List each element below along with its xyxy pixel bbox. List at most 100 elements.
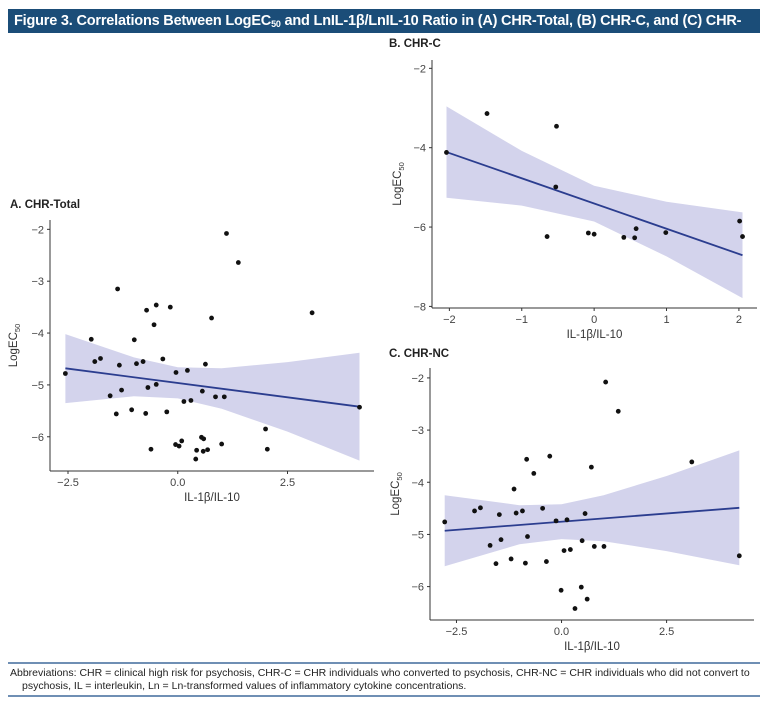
x-axis-label: IL-1β/IL-10 xyxy=(567,329,623,341)
y-axis-label-text: LogEC xyxy=(392,171,404,206)
data-point xyxy=(484,111,490,116)
x-tick-label: 2.5 xyxy=(659,626,674,638)
data-point xyxy=(119,387,124,393)
figure-title-text: Figure 3. Correlations Between LogEC xyxy=(14,13,272,29)
data-point xyxy=(107,393,113,399)
panel-b-title: B. CHR-C xyxy=(389,38,441,50)
data-point xyxy=(357,404,362,410)
x-tick-label: 0.0 xyxy=(170,477,185,489)
x-tick-label: −2 xyxy=(443,314,456,326)
data-point xyxy=(203,361,208,367)
data-point xyxy=(145,385,151,390)
figure-title: Figure 3. Correlations Between LogEC50 a… xyxy=(8,9,760,56)
footnote: Abbreviations: CHR = clinical high risk … xyxy=(10,667,755,693)
y-axis-label-subscript: 50 xyxy=(397,162,406,170)
data-point xyxy=(62,371,68,376)
data-point xyxy=(173,370,179,375)
y-tick-label: −8 xyxy=(413,301,426,313)
data-point xyxy=(129,407,135,413)
data-point xyxy=(478,505,483,511)
data-point xyxy=(553,184,559,190)
y-axis-label-subscript: 50 xyxy=(395,472,404,480)
data-point xyxy=(615,408,621,414)
data-point xyxy=(633,226,639,232)
data-point xyxy=(179,438,185,444)
data-point xyxy=(603,379,609,385)
data-point xyxy=(115,286,121,292)
data-point xyxy=(578,584,584,590)
data-point xyxy=(194,447,200,453)
data-point xyxy=(213,394,218,400)
data-point xyxy=(737,218,743,224)
data-point xyxy=(487,542,493,548)
footnote-bottom-rule xyxy=(8,695,760,697)
panel-c-title: C. CHR-NC xyxy=(389,348,450,360)
data-point xyxy=(740,234,745,239)
y-axis-label: LogEC50 xyxy=(392,162,406,206)
data-point xyxy=(579,538,585,544)
data-point xyxy=(205,447,211,453)
footnote-line-2: psychosis, IL = interleukin, Ln = Ln-tra… xyxy=(22,680,467,692)
data-point xyxy=(513,510,519,516)
data-point xyxy=(444,150,449,155)
data-point xyxy=(219,441,225,447)
data-point xyxy=(264,446,270,452)
data-point xyxy=(544,559,549,564)
y-tick-label: −4 xyxy=(31,328,44,340)
x-tick-label: 2.5 xyxy=(280,477,295,489)
x-tick-label: −2.5 xyxy=(446,626,468,638)
confidence-band xyxy=(446,106,743,299)
footnote-line-1: Abbreviations: CHR = clinical high risk … xyxy=(10,667,750,679)
regression-line xyxy=(444,506,740,532)
data-point xyxy=(472,508,477,514)
data-point xyxy=(584,596,590,602)
x-tick-label: 0.0 xyxy=(554,626,569,638)
data-point xyxy=(167,304,173,310)
data-point xyxy=(553,518,559,524)
x-axis-label: IL-1β/IL-10 xyxy=(564,641,620,653)
data-point xyxy=(153,302,159,308)
data-point xyxy=(185,367,190,373)
data-point xyxy=(309,310,315,316)
data-point xyxy=(193,456,199,462)
data-point xyxy=(188,398,194,403)
data-point xyxy=(601,544,607,549)
data-point xyxy=(493,561,499,567)
data-point xyxy=(164,409,170,415)
y-tick-label: −3 xyxy=(31,276,44,288)
data-point xyxy=(200,448,206,454)
data-point xyxy=(585,230,591,236)
y-tick-label: −2 xyxy=(413,63,426,75)
data-point xyxy=(92,359,98,364)
x-axis-label: IL-1β/IL-10 xyxy=(184,492,240,504)
data-point xyxy=(113,411,119,417)
x-tick-label: 1 xyxy=(663,314,669,326)
data-point xyxy=(151,322,157,328)
data-point xyxy=(564,517,570,523)
data-point xyxy=(736,553,742,559)
data-point xyxy=(591,231,597,237)
regression-line xyxy=(65,367,360,408)
data-point xyxy=(572,606,578,611)
data-point xyxy=(496,512,502,518)
data-point xyxy=(263,426,268,432)
footnote-top-rule xyxy=(8,662,760,664)
regression-line xyxy=(446,151,743,257)
data-point xyxy=(689,459,695,465)
data-point xyxy=(522,560,528,566)
data-point xyxy=(144,307,149,313)
data-point xyxy=(663,230,669,236)
y-axis-label-text: LogEC xyxy=(8,332,20,367)
data-point xyxy=(582,511,588,516)
data-point xyxy=(221,394,227,400)
y-tick-label: −2 xyxy=(31,224,44,236)
data-point xyxy=(520,508,525,514)
data-point xyxy=(131,337,137,343)
data-point xyxy=(558,587,564,593)
data-point xyxy=(98,356,103,361)
data-point xyxy=(153,381,159,387)
data-point xyxy=(531,470,537,476)
data-point xyxy=(199,388,205,394)
